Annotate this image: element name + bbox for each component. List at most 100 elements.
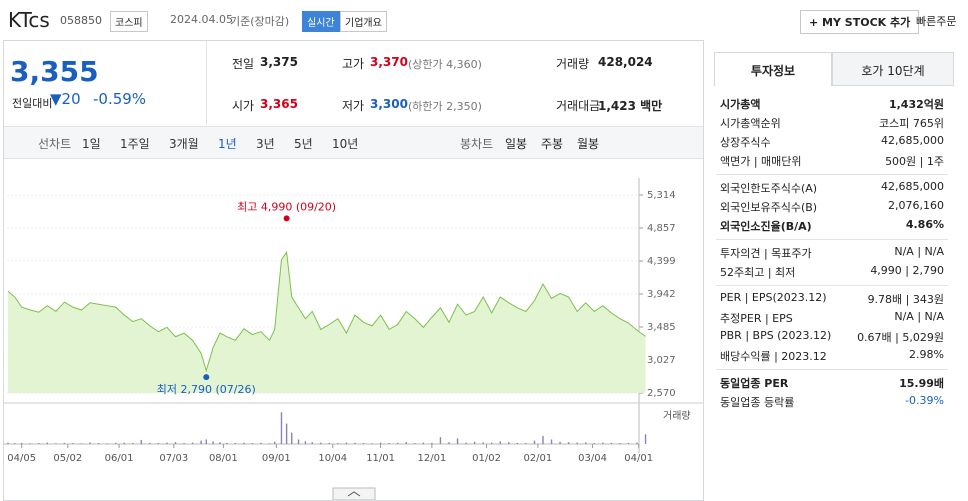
volume-bar (439, 437, 442, 444)
info-label: 투자의견 | 목표주가 (720, 247, 812, 260)
info-row: 동일업종 등락률 -0.39% (720, 394, 944, 412)
extreme-marker (283, 215, 290, 222)
my-stock[interactable]: + MY STOCK 추가 (800, 10, 920, 34)
volume-bar (328, 442, 331, 444)
info-value: 코스피 765위 (879, 117, 944, 130)
volume-bar (559, 441, 561, 444)
info-row: 외국인보유주식수(B) 2,076,160 (720, 199, 944, 217)
volume-bar (345, 442, 348, 444)
info-label: PBR | BPS (2023.12) (720, 329, 832, 342)
volume-bar (354, 442, 356, 444)
x-tick-label: 05/02 (53, 453, 82, 464)
info-value: N/A | N/A (894, 245, 944, 258)
annotation: 최고 4,990 (09/20) (237, 200, 336, 213)
volume-bar (132, 443, 134, 444)
period[interactable]: 일봉 (505, 137, 528, 151)
period[interactable]: 1주일 (120, 137, 150, 151)
change-rate: -0.59% (93, 90, 147, 108)
candle-label: 봉차트 (460, 137, 494, 151)
volume-bar (499, 441, 501, 444)
separator (716, 174, 948, 175)
info-row: 배당수익률 | 2023.12 2.98% (720, 348, 944, 366)
stock-code: 058850 (60, 14, 102, 27)
volume-bar (465, 442, 467, 444)
y-tick-label: 4,857 (647, 223, 676, 234)
volume-bar (157, 443, 160, 444)
volume-bar (576, 442, 578, 444)
volume-bar (405, 442, 407, 444)
chart: 5,314 4,857 4,399 3,942 3,485 3,027 2,570 04/05… (3, 178, 703, 500)
period[interactable]: 주봉 (541, 137, 564, 151)
volume-bar (200, 440, 202, 444)
info-label: 외국인보유주식수(B) (720, 201, 818, 214)
annotation: 최저 2,790 (07/26) (157, 383, 256, 396)
volume-bar (219, 442, 221, 444)
volume-bar (285, 423, 288, 444)
quick-order[interactable]: 빠른주문 (916, 15, 957, 28)
info-label: 액면가 | 매매단위 (720, 155, 802, 168)
volume-bar (205, 439, 207, 444)
info-label: 동일업종 등락률 (720, 396, 795, 409)
volume-bar (20, 442, 23, 444)
volume-bar (97, 443, 100, 444)
quote-label: 시가 (232, 99, 255, 113)
period[interactable]: 1일 (82, 137, 101, 151)
info-row: 동일업종 PER 15.99배 (720, 375, 944, 393)
handle[interactable] (332, 487, 376, 500)
info-value: 2.98% (909, 348, 944, 361)
change-value: 20 (61, 90, 81, 108)
x-tick-label: 04/01 (624, 453, 653, 464)
volume-bar (371, 443, 373, 444)
y-tick-label: 2,570 (647, 388, 676, 399)
period-bar (4, 126, 703, 159)
period[interactable]: 3개월 (169, 137, 199, 151)
tab-active[interactable]: 투자정보 (714, 52, 832, 86)
info-row: PER | EPS(2023.12) 9.78배 | 343원 (720, 291, 944, 309)
info-label: 추정PER | EPS (720, 312, 793, 325)
volume-bar (55, 443, 57, 444)
volume-bar (106, 443, 108, 444)
volume-bar (550, 439, 553, 444)
market: 코스피 (110, 11, 148, 32)
info-label: 외국인한도주식수(A) (720, 182, 818, 195)
volume-bar (508, 442, 510, 444)
info-row: 상장주식수 42,685,000 (720, 134, 944, 152)
x-tick-label: 07/03 (159, 453, 188, 464)
x-tick-label: 08/01 (209, 453, 238, 464)
info-label: 상장주식수 (720, 136, 771, 149)
x-tick-label: 06/01 (105, 453, 134, 464)
separator (716, 239, 948, 240)
period[interactable]: 월봉 (577, 137, 600, 151)
period[interactable]: 3년 (256, 137, 275, 151)
volume-bar (644, 434, 647, 444)
basis: 기준(장마감) (230, 15, 290, 28)
quote-value: 428,024 (598, 55, 653, 69)
info-value: 4,990 | 2,790 (870, 264, 944, 277)
volume-bar (422, 442, 425, 444)
date: 2024.04.05 (170, 13, 233, 26)
realtime[interactable]: 실시간 (302, 11, 340, 32)
volume-bar (291, 432, 293, 444)
volume-label: 거래량 (663, 410, 691, 422)
volume-bar (226, 442, 228, 444)
volume-bar (320, 442, 322, 444)
volume-bar (166, 442, 168, 444)
period[interactable]: 10년 (332, 137, 359, 151)
x-tick-label: 09/01 (262, 453, 291, 464)
y-tick-label: 5,314 (647, 190, 676, 201)
info-row: 액면가 | 매매단위 500원 | 1주 (720, 153, 944, 171)
period[interactable]: 5년 (294, 137, 313, 151)
x-tick-label: 11/01 (366, 453, 395, 464)
volume-bar (29, 443, 31, 444)
period[interactable]: 1년 (218, 137, 237, 151)
info-value: N/A | N/A (894, 310, 944, 323)
volume-bar (610, 442, 613, 444)
volume-bar (525, 443, 527, 444)
company-info[interactable]: 기업개요 (340, 11, 387, 32)
volume-bar (297, 439, 300, 444)
extreme-marker (203, 374, 210, 381)
volume-bar (602, 442, 604, 444)
volume-bar (80, 443, 83, 444)
tab[interactable]: 호가 10단계 (832, 52, 954, 86)
